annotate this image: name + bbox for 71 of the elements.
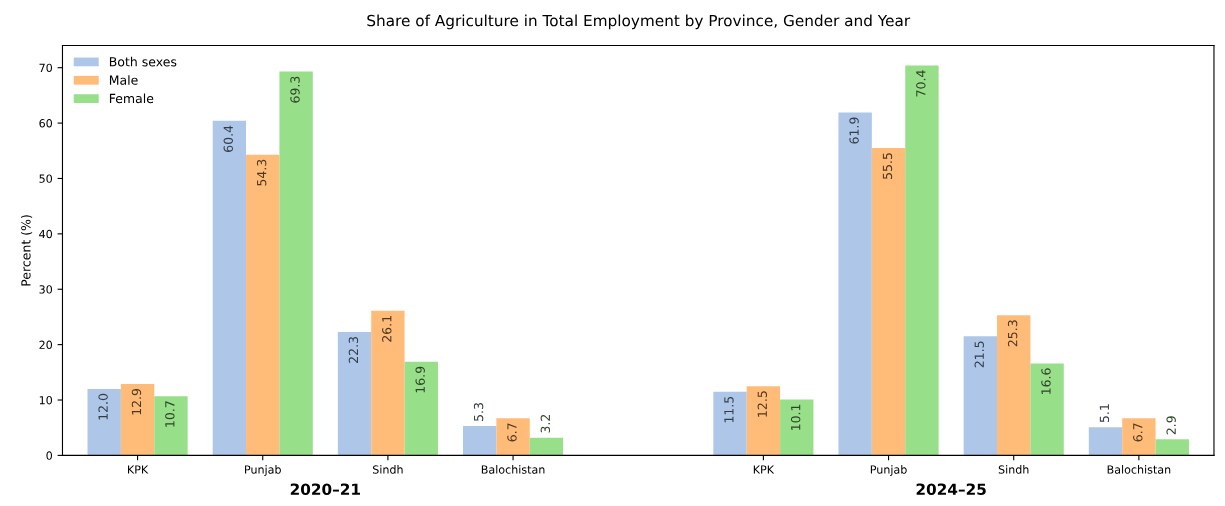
data-label: 61.9 (849, 117, 859, 144)
bar (87, 388, 121, 456)
x-tick-label: Sindh (372, 465, 403, 474)
x-tick-label: KPK (128, 465, 149, 474)
legend-label: Male (109, 75, 138, 85)
bar (154, 396, 188, 456)
data-label: 16.6 (1041, 368, 1051, 395)
y-tick-label: 60 (39, 119, 53, 128)
x-tick-label: Punjab (870, 465, 907, 476)
data-label: 54.3 (256, 159, 267, 186)
bar (713, 391, 747, 456)
data-label: 11.5 (724, 396, 734, 423)
data-label: 22.3 (348, 336, 359, 363)
x-tick-label: Balochistan (481, 465, 545, 474)
bar (1155, 439, 1189, 456)
data-label: 26.1 (382, 316, 392, 342)
data-label: 6.7 (507, 423, 517, 442)
bar (1088, 427, 1123, 456)
y-axis-title: Percent (%) (20, 215, 33, 286)
bar (120, 383, 155, 456)
bar (212, 120, 247, 456)
x-tick-label: KPK (753, 465, 775, 474)
data-label: 60.4 (223, 125, 233, 152)
x-tick-label: Balochistan (1107, 465, 1171, 474)
data-label: 21.5 (974, 341, 984, 368)
data-label: 5.1 (1099, 404, 1110, 423)
data-label: 25.3 (1007, 320, 1018, 347)
text: 2020–21 (290, 483, 360, 495)
y-tick-label: 40 (39, 229, 53, 239)
data-label: 12.9 (131, 388, 142, 415)
bar (963, 336, 998, 456)
data-label: 69.3 (290, 76, 300, 103)
bar (463, 426, 497, 456)
bar (337, 331, 372, 456)
data-label: 12.5 (757, 391, 768, 417)
x-tick-label: Punjab (245, 465, 281, 476)
data-label: 5.3 (473, 403, 484, 421)
data-label: 3.2 (540, 414, 551, 433)
bar (746, 386, 781, 456)
data-label: 70.4 (916, 70, 926, 97)
bar (905, 65, 939, 456)
data-label: 6.7 (1133, 423, 1143, 442)
bar (1030, 363, 1064, 456)
bar (997, 315, 1031, 456)
data-label: 10.7 (165, 401, 175, 427)
data-label: 2.9 (1166, 416, 1176, 435)
bar (371, 310, 405, 456)
text: 2024–25 (916, 483, 986, 495)
data-label: 55.5 (882, 153, 893, 179)
y-tick-label: 10 (39, 395, 53, 405)
legend-label: Female (109, 93, 154, 104)
bar (529, 437, 564, 456)
y-tick-label: 20 (39, 340, 53, 350)
y-tick-label: 0 (46, 451, 53, 460)
data-label: 16.9 (415, 366, 425, 393)
bar (1122, 418, 1156, 456)
bar (404, 361, 438, 456)
x-tick-label: Sindh (998, 465, 1029, 474)
y-tick-label: 30 (39, 285, 53, 294)
bar (871, 148, 906, 456)
bar (496, 418, 530, 456)
y-tick-label: 70 (39, 63, 53, 73)
bar (780, 399, 814, 456)
data-label: 12.0 (98, 393, 108, 420)
bar (838, 112, 872, 456)
legend-label: Both sexes (109, 56, 177, 67)
bar (246, 154, 280, 456)
y-tick-label: 50 (39, 174, 53, 183)
bar (279, 71, 313, 456)
chart-title: Share of Agriculture in Total Employment by Province, Gender and Year (367, 14, 911, 30)
data-label: 10.1 (790, 404, 801, 431)
